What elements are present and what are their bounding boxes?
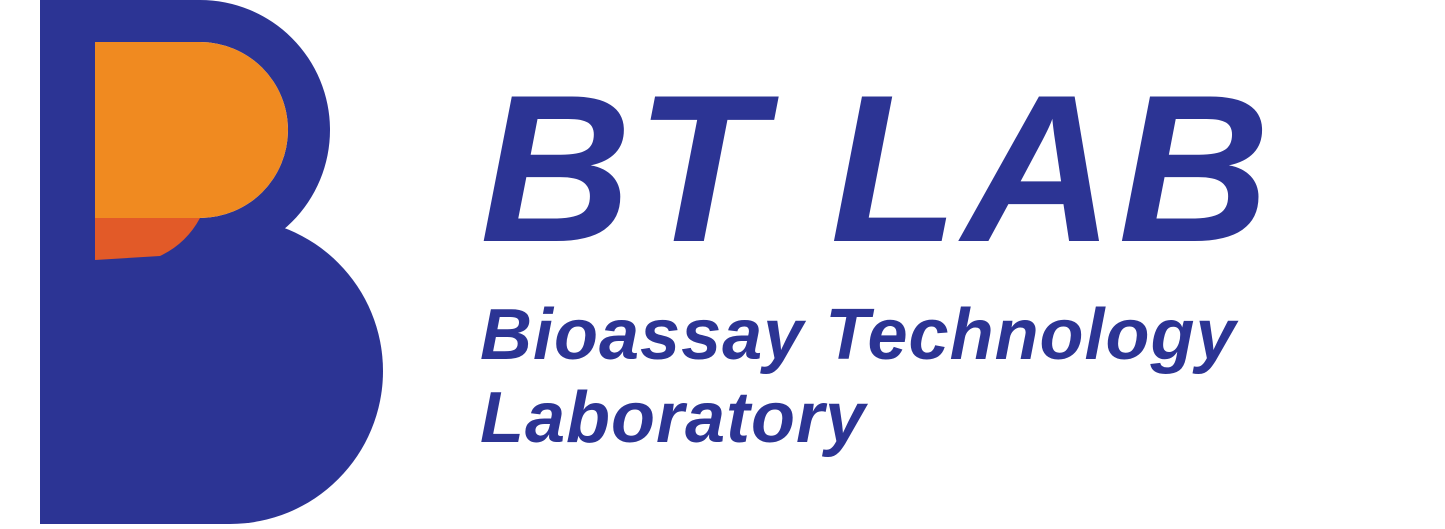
tagline-line1: Bioassay Technology <box>480 295 1237 375</box>
logo-mark-icon <box>0 0 420 524</box>
tagline-line2: Laboratory <box>480 378 866 458</box>
tagline: Bioassay Technology Laboratory <box>480 294 1274 460</box>
logo-container: BT LAB Bioassay Technology Laboratory <box>0 0 1445 524</box>
brand-name: BT LAB <box>480 64 1274 274</box>
logo-text-block: BT LAB Bioassay Technology Laboratory <box>480 64 1274 460</box>
